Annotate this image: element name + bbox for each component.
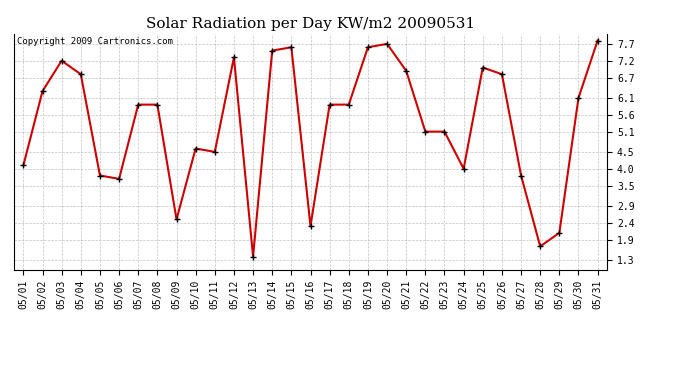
- Text: Copyright 2009 Cartronics.com: Copyright 2009 Cartronics.com: [17, 37, 172, 46]
- Title: Solar Radiation per Day KW/m2 20090531: Solar Radiation per Day KW/m2 20090531: [146, 17, 475, 31]
